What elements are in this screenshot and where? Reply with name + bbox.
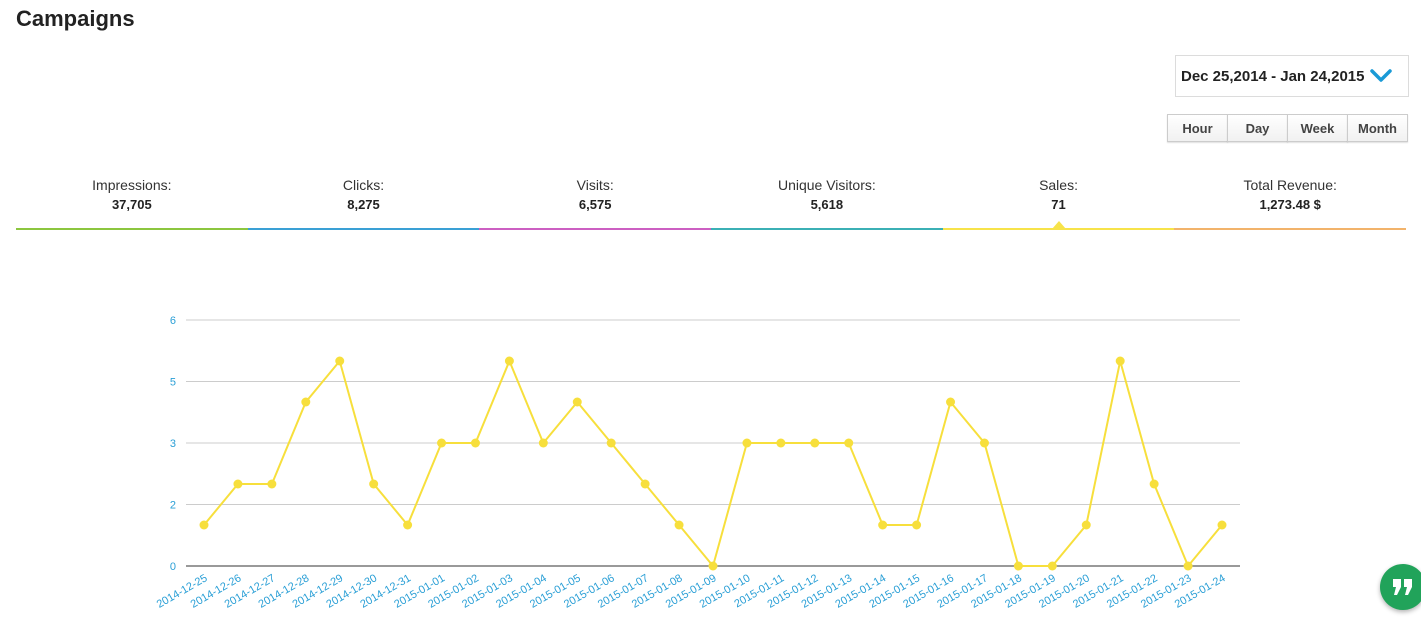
data-point [878,520,888,530]
metric-color-bar [1174,228,1407,230]
data-point [1115,356,1125,366]
selected-pointer [1051,221,1066,229]
data-point [674,520,684,530]
data-point [640,479,650,489]
data-point [335,356,345,366]
metric-value: 71 [1051,197,1066,212]
series-line [203,360,1223,567]
data-point [810,438,820,448]
data-point [1217,520,1227,530]
data-point [606,438,616,448]
data-point [844,438,854,448]
data-point [742,438,752,448]
data-point [504,356,514,366]
metric-color-bar [711,228,943,230]
month-button[interactable]: Month [1347,114,1408,142]
day-button[interactable]: Day [1227,114,1288,142]
data-point [233,479,243,489]
data-point [470,438,480,448]
metric-tab-sales[interactable]: Sales: 71 [942,176,1175,230]
page-title: Campaigns [16,6,135,31]
metric-label: Visits: [576,177,614,193]
metric-tab-visits[interactable]: Visits: 6,575 [479,176,712,230]
data-point [572,397,582,407]
date-range-picker[interactable]: Dec 25,2014 - Jan 24,2015 [1175,55,1409,97]
data-point [1183,561,1193,571]
quote-icon [1393,579,1412,595]
sales-line-chart: 023562014-12-252014-12-262014-12-272014-… [155,315,1240,611]
date-range-label: Dec 25,2014 - Jan 24,2015 [1181,67,1365,85]
data-point [912,520,922,530]
metric-label: Clicks: [342,177,385,193]
data-point [1081,520,1091,530]
metric-value: 6,575 [578,197,612,212]
metric-label: Sales: [1039,177,1078,193]
data-point [301,397,311,407]
data-point [979,438,989,448]
metric-label: Unique Visitors: [777,177,876,193]
data-point [538,438,548,448]
metric-value: 1,273.48 $ [1259,197,1321,212]
data-point [1047,561,1057,571]
data-point [199,520,209,530]
y-tick-label: 0 [170,561,176,573]
metric-color-bar [16,228,248,230]
metric-value: 8,275 [347,197,380,212]
metric-value: 5,618 [810,197,844,212]
metric-tab-clicks[interactable]: Clicks: 8,275 [247,176,480,230]
metric-color-bar [942,228,1175,230]
chat-button[interactable] [1380,564,1421,610]
data-point [267,479,277,489]
chevron-down-icon [1370,69,1393,82]
metric-color-bar [479,228,712,230]
metric-tab-impressions[interactable]: Impressions: 37,705 [16,176,248,230]
data-point [1149,479,1159,489]
data-point [776,438,786,448]
y-tick-label: 5 [170,377,176,389]
y-tick-label: 3 [170,438,176,450]
y-tick-label: 6 [170,315,176,327]
metric-tab-total-revenue[interactable]: Total Revenue: 1,273.48 $ [1174,176,1407,230]
y-tick-label: 2 [170,500,176,512]
metric-color-bar [247,228,480,230]
hour-button[interactable]: Hour [1167,114,1228,142]
data-point [708,561,718,571]
data-point [437,438,447,448]
metric-label: Total Revenue: [1243,177,1337,193]
data-point [1013,561,1023,571]
metric-tab-unique-visitors[interactable]: Unique Visitors: 5,618 [711,176,943,230]
data-point [403,520,413,530]
week-button[interactable]: Week [1287,114,1348,142]
metric-label: Impressions: [92,177,172,193]
data-point [946,397,956,407]
metric-value: 37,705 [111,197,152,212]
data-point [369,479,379,489]
granularity-button-group: Hour Day Week Month [1167,114,1408,142]
metrics-tabs: Impressions: 37,705 Clicks: 8,275 Visits… [16,176,1407,230]
